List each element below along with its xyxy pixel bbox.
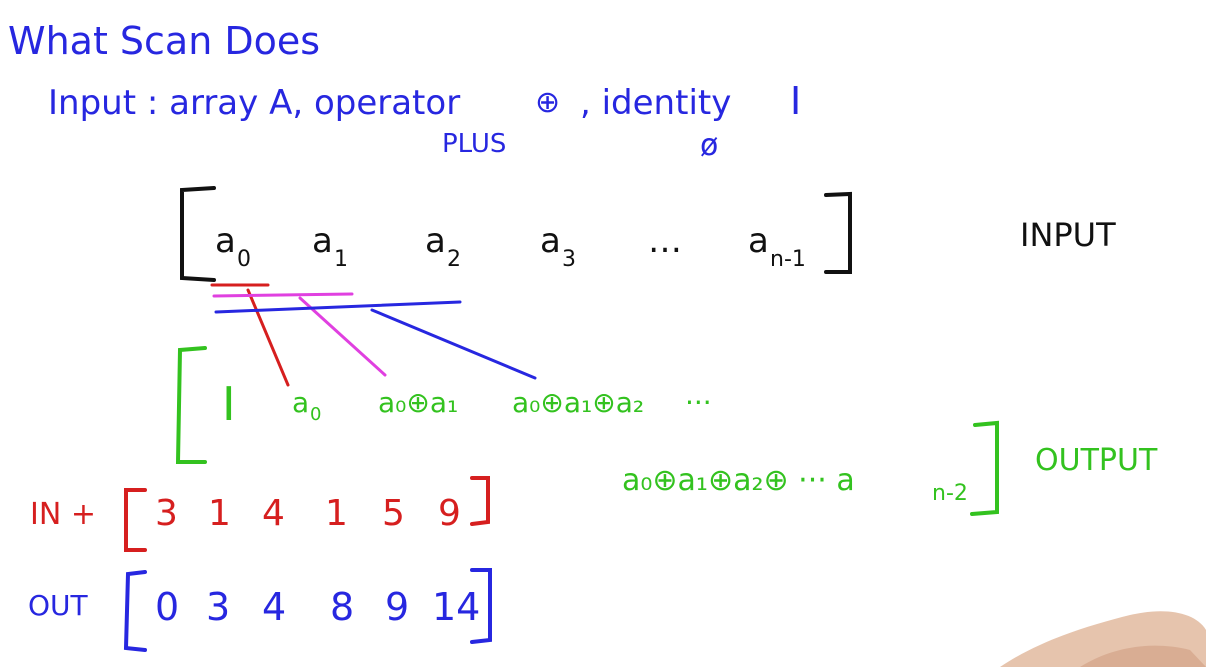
scan-connectors	[210, 283, 537, 387]
output-array-terms: a 0 a₀⊕a₁ a₀⊕a₁⊕a₂ ···	[292, 386, 712, 425]
output-identity: I	[222, 377, 236, 431]
input-element-subscript: 0	[237, 247, 251, 272]
example-in-array	[124, 476, 490, 552]
example-out-values: 0 3 4 8 9 14	[155, 585, 480, 629]
output-array-right-bracket	[970, 420, 999, 516]
connector-blue-underline	[214, 300, 462, 314]
example-in-right-bracket	[470, 476, 490, 526]
example-in-value: 1	[208, 493, 231, 534]
example-in-value: 9	[438, 493, 461, 534]
input-array-left-bracket	[180, 186, 216, 282]
slide-title: What Scan Does	[8, 19, 320, 63]
input-array-elements: a 0 a 1 a 2 a 3… a n-1	[215, 221, 806, 272]
input-element: a	[215, 221, 236, 261]
identity-symbol: I	[790, 79, 801, 123]
example-in-label: IN +	[30, 497, 96, 532]
input-element: a	[748, 221, 769, 261]
input-element-subscript: 1	[334, 247, 348, 272]
example-out-array	[123, 568, 492, 652]
example-out-right-bracket	[470, 568, 492, 644]
input-element: …	[648, 221, 682, 261]
example-out-value: 0	[155, 585, 179, 629]
output-last-term-subscript: n-2	[932, 481, 968, 506]
example-in-value: 4	[262, 493, 285, 534]
input-element-subscript: 2	[447, 247, 461, 272]
connector-red	[246, 288, 290, 387]
operator-note: PLUS	[442, 129, 506, 159]
output-array-left-bracket	[175, 346, 207, 464]
input-element-subscript: 3	[562, 247, 576, 272]
example-in-value: 1	[325, 493, 348, 534]
example-out-value: 8	[330, 585, 354, 629]
input-element-subscript: n-1	[770, 247, 806, 272]
input-array	[180, 186, 852, 282]
input-element: a	[312, 221, 333, 261]
output-last-term-text: a₀⊕a₁⊕a₂⊕ ··· a	[622, 463, 855, 498]
output-term: a	[292, 386, 309, 419]
operator-symbol: ⊕	[535, 85, 560, 120]
output-label: OUTPUT	[1035, 443, 1158, 478]
input-array-right-bracket	[824, 191, 852, 274]
output-term-subscript: 0	[310, 404, 321, 425]
input-label: INPUT	[1020, 216, 1116, 254]
example-out-label: OUT	[28, 589, 89, 622]
example-in-value: 5	[382, 493, 405, 534]
example-out-value: 9	[385, 585, 409, 629]
example-in-left-bracket	[124, 488, 147, 552]
example-out-left-bracket	[123, 570, 147, 652]
example-in-value: 3	[155, 493, 178, 534]
output-term: a₀⊕a₁	[378, 386, 458, 419]
example-out-value: 4	[262, 585, 286, 629]
identity-note: ø	[700, 128, 718, 163]
connector-pink-underline	[212, 292, 354, 298]
presenter-hand	[1000, 611, 1206, 667]
input-description-prefix: Input : array A, operator	[48, 83, 460, 123]
output-term: a₀⊕a₁⊕a₂	[512, 386, 644, 419]
input-description-mid: , identity	[580, 83, 731, 123]
example-out-value: 3	[206, 585, 230, 629]
output-array-last-term: a₀⊕a₁⊕a₂⊕ ··· a n-2	[622, 463, 968, 506]
connector-pink	[298, 296, 387, 377]
example-out-value: 14	[432, 585, 480, 629]
input-element: a	[540, 221, 561, 261]
connector-blue	[370, 308, 537, 380]
input-element: a	[425, 221, 446, 261]
input-description: Input : array A, operator ⊕ , identity I…	[48, 79, 801, 163]
output-term: ···	[685, 386, 712, 419]
output-array	[175, 346, 999, 516]
